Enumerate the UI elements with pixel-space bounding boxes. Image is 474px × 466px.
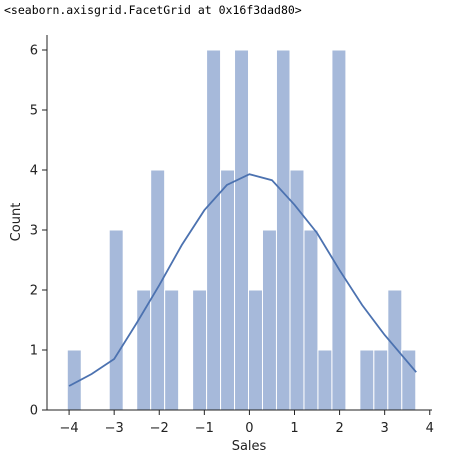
- x-tick-label: −1: [195, 421, 214, 436]
- bar: [359, 349, 375, 411]
- bar: [331, 49, 347, 411]
- x-tick-label: 4: [426, 421, 434, 436]
- y-tick-label: 1: [30, 344, 38, 359]
- x-tick-label: −2: [150, 421, 169, 436]
- bar: [373, 349, 389, 411]
- y-tick-label: 6: [30, 44, 38, 59]
- bar: [261, 229, 277, 411]
- bar: [136, 289, 152, 411]
- output-text: <seaborn.axisgrid.FacetGrid at 0x16f3dad…: [4, 3, 302, 17]
- bar: [234, 49, 250, 411]
- x-tick-label: 1: [290, 421, 298, 436]
- x-tick-label: 0: [245, 421, 253, 436]
- kde-line: [68, 173, 417, 387]
- bar: [317, 349, 333, 411]
- y-axis-label: Count: [9, 203, 24, 242]
- x-axis-label: Sales: [232, 439, 267, 454]
- bar: [248, 289, 263, 411]
- x-tick-label: 2: [335, 421, 343, 436]
- y-tick-label: 2: [30, 284, 38, 299]
- bar: [275, 49, 291, 411]
- y-tick-label: 3: [30, 224, 38, 239]
- x-tick-label: −4: [60, 421, 79, 436]
- y-tick-label: 5: [30, 104, 38, 119]
- bar: [206, 49, 222, 411]
- bar: [150, 169, 166, 411]
- bar: [108, 229, 124, 411]
- bar: [387, 289, 403, 411]
- y-tick-label: 4: [30, 164, 38, 179]
- x-tick-label: 3: [381, 421, 389, 436]
- y-tick-label: 0: [30, 404, 38, 419]
- x-tick-label: −3: [105, 421, 124, 436]
- bar: [220, 169, 236, 411]
- bar: [289, 169, 305, 411]
- bar: [192, 289, 208, 411]
- bar: [164, 289, 180, 411]
- bar: [303, 229, 319, 411]
